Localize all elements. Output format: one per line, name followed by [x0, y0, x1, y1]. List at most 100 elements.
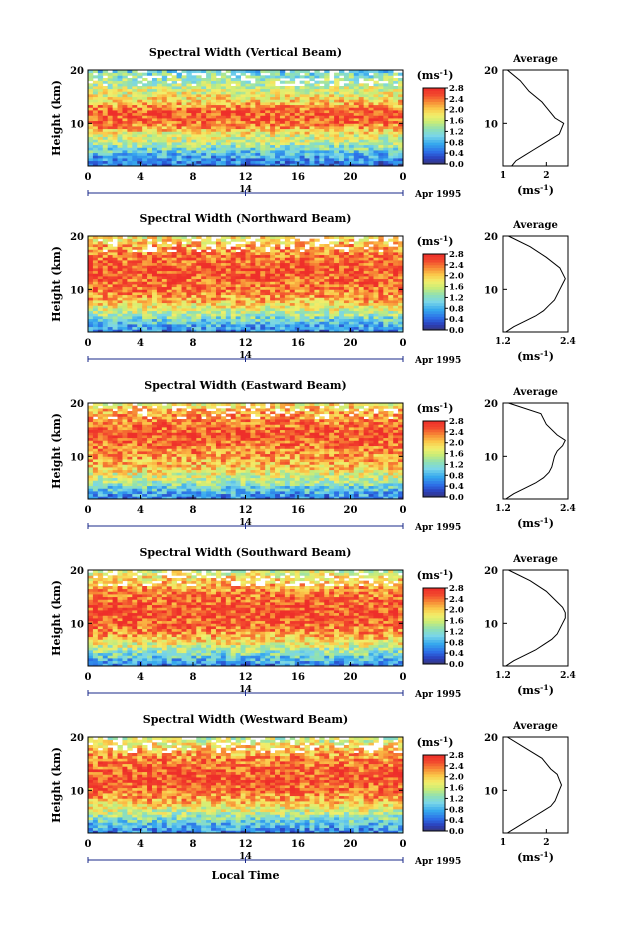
heatmap-cell: [215, 310, 222, 314]
heatmap-cell: [314, 297, 320, 301]
heatmap-cell: [211, 88, 217, 92]
heatmap-cell: [142, 91, 148, 95]
heatmap-cell: [171, 131, 177, 135]
heatmap-cell: [112, 329, 118, 333]
heatmap-cell: [240, 300, 246, 304]
heatmap-cell: [388, 485, 394, 489]
heatmap-cell: [304, 72, 310, 76]
heatmap-cell: [240, 99, 246, 103]
heatmap-cell: [348, 152, 355, 156]
heatmap-cell: [151, 96, 158, 100]
heatmap-cell: [122, 86, 128, 90]
heatmap-cell: [304, 313, 310, 317]
heatmap-cell: [176, 112, 182, 116]
heatmap-cell: [132, 136, 138, 140]
heatmap-cell: [368, 276, 374, 280]
heatmap-cell: [97, 160, 104, 164]
heatmap-cell: [88, 286, 94, 290]
heatmap-cell: [161, 262, 168, 266]
heatmap-cell: [88, 238, 94, 242]
heatmap-cell: [255, 289, 261, 293]
heatmap-cell: [343, 72, 350, 76]
heatmap-cell: [319, 305, 325, 309]
heatmap-cell: [225, 86, 232, 90]
heatmap-cell: [166, 496, 173, 500]
heatmap-cell: [127, 268, 133, 272]
heatmap-cell: [265, 75, 271, 79]
heatmap-cell: [166, 238, 173, 242]
heatmap-cell: [122, 70, 128, 74]
heatmap-cell: [309, 321, 315, 325]
heatmap-cell: [117, 118, 123, 122]
heatmap-cell: [275, 265, 281, 269]
heatmap-cell: [255, 131, 261, 135]
heatmap-cell: [220, 496, 227, 500]
heatmap-cell: [324, 300, 330, 304]
heatmap-cell: [398, 152, 404, 156]
heatmap-cell: [107, 88, 114, 92]
heatmap-cell: [393, 112, 399, 116]
heatmap-cell: [275, 155, 281, 159]
heatmap-cell: [117, 278, 123, 282]
heatmap-cell: [235, 286, 241, 290]
heatmap-cell: [166, 254, 173, 258]
heatmap-cell: [191, 91, 197, 95]
heatmap-cell: [358, 310, 365, 314]
heatmap-cell: [211, 286, 217, 290]
heatmap-cell: [275, 496, 281, 500]
heatmap-cell: [176, 268, 182, 272]
heatmap-cell: [171, 284, 177, 288]
heatmap-cell: [363, 270, 369, 274]
heatmap-cell: [363, 310, 369, 314]
heatmap-cell: [329, 305, 335, 309]
heatmap-cell: [215, 99, 222, 103]
heatmap-cell: [117, 483, 123, 487]
heatmap-cell: [279, 313, 286, 317]
heatmap-cell: [289, 300, 296, 304]
heatmap-cell: [314, 150, 320, 154]
heatmap-cell: [339, 126, 345, 130]
heatmap-cell: [176, 483, 182, 487]
heatmap-cell: [299, 297, 305, 301]
heatmap-cell: [319, 496, 325, 500]
colorbar-segment: [423, 142, 445, 146]
heatmap-cell: [92, 70, 99, 74]
heatmap-cell: [206, 284, 212, 288]
heatmap-cell: [196, 294, 202, 298]
heatmap-cell: [181, 281, 187, 285]
heatmap-cell: [161, 99, 168, 103]
heatmap-cell: [137, 265, 143, 269]
heatmap-cell: [142, 94, 148, 98]
heatmap-cell: [102, 91, 109, 95]
heatmap-cell: [255, 163, 261, 167]
heatmap-cell: [117, 128, 123, 132]
heatmap-cell: [260, 150, 266, 154]
heatmap-cell: [176, 236, 182, 240]
heatmap-cell: [211, 329, 217, 333]
heatmap-cell: [151, 128, 158, 132]
heatmap-cell: [329, 493, 335, 497]
heatmap-cell: [339, 236, 345, 240]
heatmap-cell: [151, 78, 158, 82]
heatmap-cell: [324, 297, 330, 301]
heatmap-cell: [255, 118, 261, 122]
heatmap-cell: [215, 150, 222, 154]
heatmap-cell: [88, 155, 94, 159]
heatmap-cell: [260, 128, 266, 132]
heatmap-cell: [132, 297, 138, 301]
heatmap-cell: [289, 241, 296, 245]
heatmap-cell: [245, 270, 251, 274]
heatmap-cell: [343, 257, 350, 261]
heatmap-cell: [324, 284, 330, 288]
heatmap-cell: [171, 281, 177, 285]
heatmap-cell: [383, 268, 389, 272]
heatmap-cell: [348, 126, 355, 130]
heatmap-cell: [220, 78, 227, 82]
heatmap-cell: [250, 321, 256, 325]
heatmap-cell: [161, 284, 168, 288]
heatmap-cell: [309, 273, 315, 277]
heatmap-cell: [181, 86, 187, 90]
heatmap-cell: [319, 246, 325, 250]
heatmap-cell: [161, 136, 168, 140]
heatmap-cell: [235, 257, 241, 261]
